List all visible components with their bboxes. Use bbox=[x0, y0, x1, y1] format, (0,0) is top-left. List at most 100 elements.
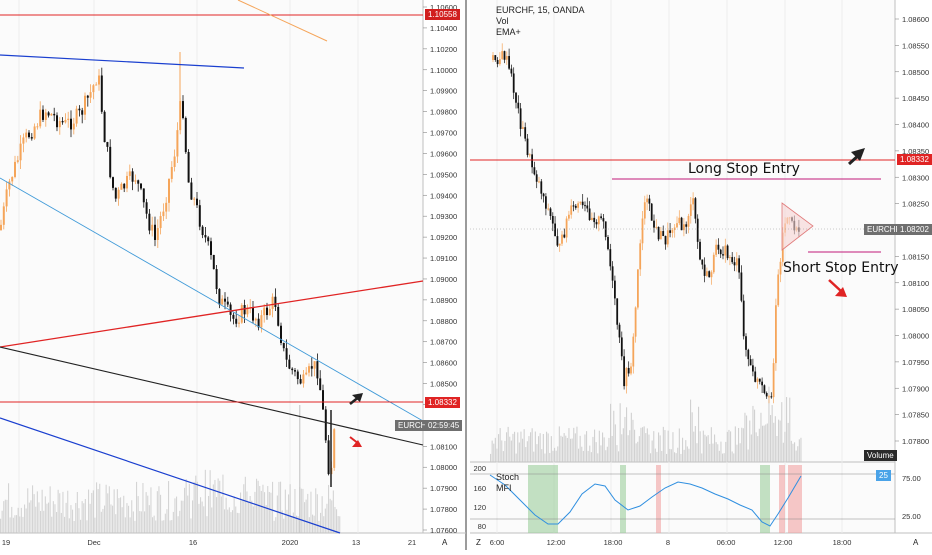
left-volume-bar bbox=[233, 496, 235, 533]
left-volume-bar bbox=[112, 505, 114, 533]
left-volume-bar bbox=[83, 503, 85, 533]
left-candle-body bbox=[170, 166, 173, 179]
left-candle-body bbox=[92, 85, 95, 93]
right-volume-bar bbox=[536, 444, 538, 462]
stoch-label: Stoch bbox=[496, 472, 520, 482]
left-volume-bar bbox=[323, 516, 325, 533]
left-candle-body bbox=[176, 130, 179, 157]
right-volume-bar bbox=[650, 453, 652, 462]
right-level-chip: 1.08332 bbox=[897, 154, 932, 165]
right-candle-body bbox=[614, 280, 616, 299]
left-volume-bar bbox=[289, 484, 291, 533]
right-candle-body bbox=[772, 363, 775, 398]
left-candle-body bbox=[72, 123, 75, 130]
left-candle-body bbox=[120, 183, 123, 190]
right-candle-body bbox=[540, 181, 543, 194]
left-red-trendline bbox=[0, 280, 424, 348]
right-candle-body bbox=[570, 205, 573, 215]
right-candle-body bbox=[671, 230, 674, 233]
left-volume-bar bbox=[174, 498, 176, 533]
left-volume-bar bbox=[238, 513, 240, 533]
left-volume-bar bbox=[158, 486, 160, 533]
right-volume-bar bbox=[741, 427, 743, 462]
right-candle-body bbox=[602, 218, 605, 222]
left-candle-body bbox=[260, 315, 263, 328]
left-volume-bar bbox=[11, 506, 13, 533]
right-volume-bar bbox=[774, 416, 776, 462]
right-volume-bar bbox=[683, 449, 685, 462]
current-price-chip: 1.08202 bbox=[897, 224, 932, 235]
left-volume-bar bbox=[208, 495, 210, 533]
left-volume-bar bbox=[59, 493, 61, 533]
left-volume-bar bbox=[246, 491, 248, 533]
stoch-left-tick: 200 bbox=[473, 464, 486, 473]
left-volume-bar bbox=[243, 484, 245, 533]
left-volume-bar bbox=[8, 483, 10, 533]
left-candle-body bbox=[14, 161, 16, 177]
right-auto-scale-button[interactable]: A bbox=[913, 538, 919, 547]
right-volume-bar bbox=[640, 427, 642, 462]
left-candle-body bbox=[39, 109, 42, 127]
left-volume-bar bbox=[195, 475, 197, 533]
right-volume-bar bbox=[686, 446, 688, 462]
left-volume-bar bbox=[110, 504, 112, 533]
left-volume-bar bbox=[187, 495, 189, 533]
stoch-left-tick: 120 bbox=[473, 503, 486, 512]
right-candle-body bbox=[733, 262, 736, 266]
right-volume-bar bbox=[608, 437, 610, 462]
left-volume-bar bbox=[56, 512, 58, 533]
left-volume-bar bbox=[257, 480, 259, 533]
right-volume-bar bbox=[682, 437, 684, 462]
left-volume-bar bbox=[273, 520, 275, 533]
left-arrow-up-icon bbox=[349, 393, 363, 405]
left-volume-bar bbox=[163, 520, 165, 533]
left-volume-bar bbox=[153, 515, 155, 533]
right-candle-body bbox=[611, 266, 614, 281]
left-volume-bar bbox=[40, 510, 42, 533]
left-volume-bar bbox=[232, 510, 234, 533]
right-volume-bar bbox=[669, 448, 671, 462]
left-volume-bar bbox=[284, 489, 286, 533]
right-candle-body bbox=[542, 193, 545, 197]
zoom-button[interactable]: Z bbox=[476, 538, 481, 547]
right-candle-body bbox=[496, 60, 499, 65]
left-candle-body bbox=[322, 390, 324, 410]
right-candle-body bbox=[687, 215, 690, 227]
right-volume-bar bbox=[678, 428, 680, 462]
left-price-tick: 1.07800 bbox=[430, 505, 457, 514]
right-candle-body bbox=[740, 272, 743, 301]
left-auto-scale-button[interactable]: A bbox=[442, 538, 448, 547]
right-volume-bar bbox=[771, 405, 773, 462]
left-candle-body bbox=[277, 306, 280, 326]
right-time-tick: 06:00 bbox=[717, 538, 736, 547]
right-price-tick: 1.08300 bbox=[902, 173, 929, 182]
right-candle-body bbox=[625, 367, 628, 387]
right-volume-bar bbox=[786, 397, 788, 462]
left-candle-body bbox=[58, 121, 61, 128]
stoch-chip[interactable]: 25 bbox=[876, 470, 891, 481]
right-volume-bar bbox=[765, 424, 767, 462]
right-candle-body bbox=[501, 51, 504, 60]
left-volume-bar bbox=[134, 520, 136, 533]
right-candle-body bbox=[752, 365, 754, 372]
right-candle-body bbox=[505, 56, 508, 60]
left-volume-bar bbox=[150, 487, 152, 533]
left-volume-bar bbox=[281, 510, 283, 533]
left-volume-bar bbox=[44, 496, 46, 533]
left-volume-bar bbox=[144, 511, 146, 533]
right-volume-bar bbox=[726, 431, 728, 462]
left-candle-body bbox=[257, 318, 260, 328]
left-candle-body bbox=[173, 156, 176, 167]
left-candle-body bbox=[333, 429, 336, 468]
left-candle-body bbox=[137, 180, 140, 184]
left-top-level-chip: 1.10558 bbox=[425, 9, 460, 20]
right-candle-body bbox=[749, 359, 752, 366]
right-volume-bar bbox=[733, 453, 735, 462]
left-volume-bar bbox=[196, 481, 198, 533]
left-price-tick: 1.08600 bbox=[430, 359, 457, 368]
left-price-tick: 1.09900 bbox=[430, 87, 457, 96]
left-time-tick: 2020 bbox=[282, 538, 299, 547]
left-candle-body bbox=[114, 187, 117, 199]
right-price-tick: 1.07900 bbox=[902, 384, 929, 393]
left-volume-bar bbox=[171, 520, 173, 533]
